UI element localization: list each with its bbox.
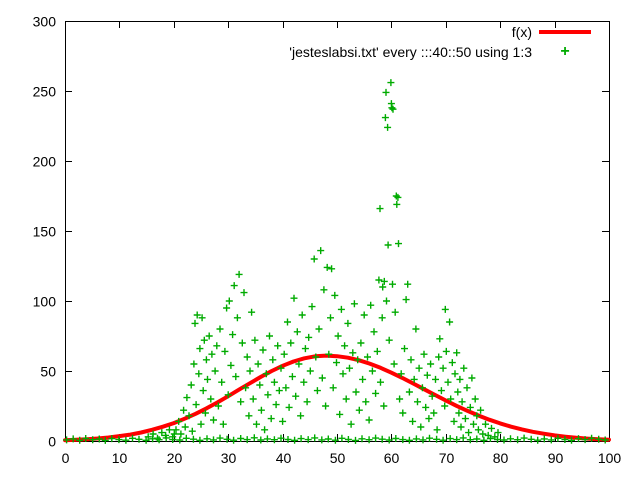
scatter-plus-markers (63, 79, 609, 444)
x-tick-label: 20 (167, 450, 183, 466)
y-tick-label: 100 (33, 294, 57, 310)
y-tick-label: 0 (48, 434, 56, 450)
x-tick-label: 30 (221, 450, 237, 466)
legend-label-fx: f(x) (511, 23, 532, 40)
x-tick-label: 80 (493, 450, 509, 466)
legend-sample-datafile: + (532, 42, 598, 60)
y-tick-label: 200 (33, 154, 57, 170)
y-tick-label: 50 (40, 364, 56, 380)
y-tick-label: 300 (33, 14, 57, 30)
legend: f(x) 'jesteslabsi.txt' every :::40::50 u… (289, 22, 598, 61)
x-tick-label: 60 (384, 450, 400, 466)
x-tick-label: 100 (598, 450, 622, 466)
legend-label-datafile: 'jesteslabsi.txt' every :::40::50 using … (289, 43, 532, 60)
x-tick-label: 50 (330, 450, 346, 466)
legend-entry-datafile: 'jesteslabsi.txt' every :::40::50 using … (289, 42, 598, 61)
legend-entry-fx: f(x) (289, 22, 598, 41)
legend-sample-fx (532, 29, 598, 34)
x-tick-label: 70 (439, 450, 455, 466)
x-tick-label: 10 (112, 450, 128, 466)
fx-curve (63, 353, 611, 443)
x-tick-label: 90 (548, 450, 564, 466)
red-line-sample-icon (539, 29, 591, 34)
y-tick-label: 150 (33, 224, 57, 240)
y-tick-label: 250 (33, 84, 57, 100)
x-tick-label: 0 (62, 450, 70, 466)
x-tick-label: 40 (276, 450, 292, 466)
plot-border (65, 21, 610, 442)
green-plus-marker-icon: + (560, 42, 570, 60)
